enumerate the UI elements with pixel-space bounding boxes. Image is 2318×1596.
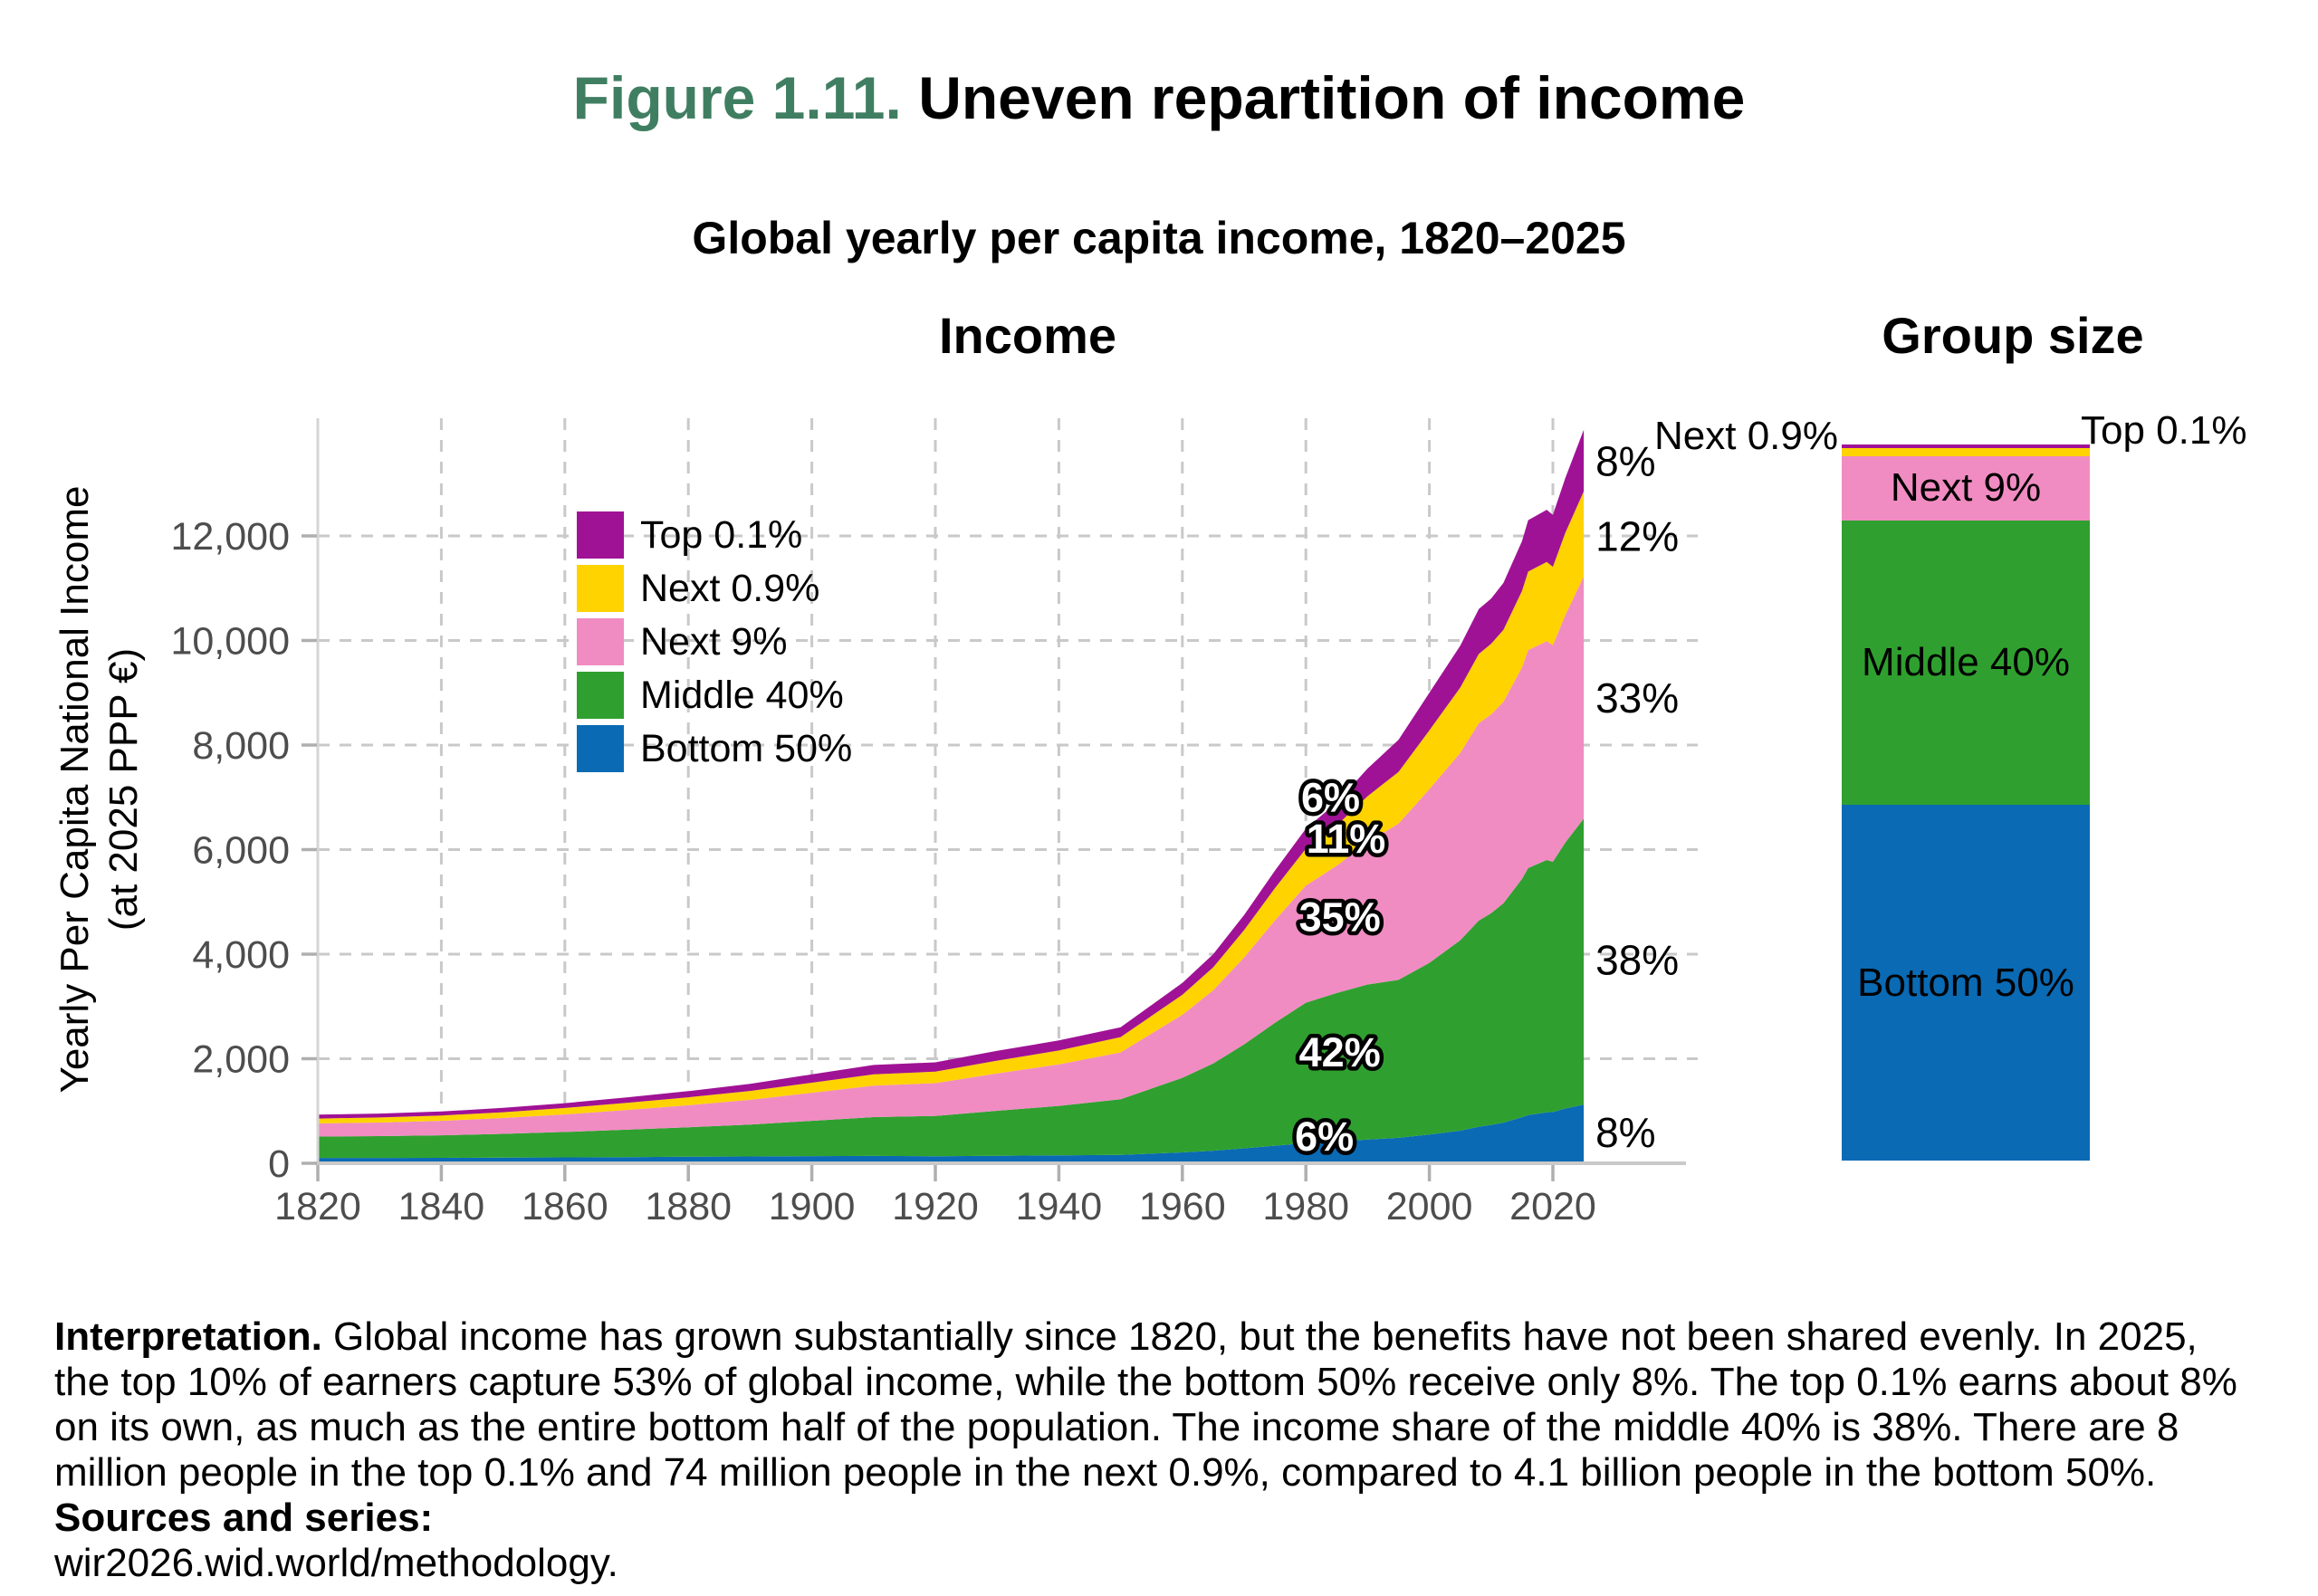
- legend-item-next9: Next 9%: [577, 618, 852, 665]
- share-annotation: 35%: [1299, 894, 1381, 940]
- bar-callout-top-0-1: Top 0.1%: [2081, 408, 2247, 453]
- legend-label: Top 0.1%: [640, 513, 803, 557]
- source-url: wir2026.wid.world/methodology.: [54, 1541, 618, 1585]
- legend-item-next09: Next 0.9%: [577, 565, 852, 612]
- income-panel-title: Income: [938, 307, 1117, 364]
- y-tick-label: 8,000: [192, 724, 290, 768]
- interpretation: Interpretation. Global income has grown …: [54, 1314, 2264, 1586]
- right-edge-share-label: 12%: [1595, 513, 1679, 560]
- x-tick-label: 1840: [398, 1185, 485, 1228]
- y-axis-line: [316, 418, 320, 1163]
- share-annotation: 42%: [1299, 1029, 1381, 1075]
- interpretation-body: Global income has grown substantially si…: [54, 1314, 2237, 1495]
- bar-segment-label: Middle 40%: [1862, 639, 2070, 684]
- legend-swatch-middle40: [577, 672, 624, 719]
- area-middle40: [318, 818, 1585, 1159]
- bar-segment-label: Bottom 50%: [1857, 960, 2074, 1005]
- x-axis-line: [315, 1161, 1686, 1165]
- right-edge-share-label: 8%: [1595, 1109, 1655, 1156]
- y-axis-label-line1: Yearly Per Capita National Income: [53, 485, 97, 1094]
- y-axis-label: Yearly Per Capita National Income (at 202…: [51, 409, 152, 1170]
- y-tick-label: 4,000: [192, 933, 290, 977]
- x-tick-label: 1940: [1016, 1185, 1103, 1228]
- right-edge-share-label: 8%: [1595, 437, 1655, 484]
- x-tick-label: 1900: [769, 1185, 856, 1228]
- legend-swatch-top01: [577, 511, 624, 559]
- legend-label: Middle 40%: [640, 674, 844, 717]
- bar-callout-next-0-9: Next 0.9%: [1654, 414, 1838, 458]
- bar-segment-top01: [1842, 444, 2090, 448]
- group-size-bar: Next 9% Middle 40% Bottom 50%: [1842, 444, 2090, 1161]
- x-tick-label: 1920: [892, 1185, 979, 1228]
- figure-subtitle: Global yearly per capita income, 1820–20…: [692, 212, 1626, 263]
- legend-item-top01: Top 0.1%: [577, 511, 852, 559]
- legend-label: Next 9%: [640, 620, 788, 664]
- figure-title: Figure 1.11. Uneven repartition of incom…: [0, 63, 2318, 132]
- bar-segment-next09: [1842, 448, 2090, 456]
- legend-label: Next 0.9%: [640, 567, 820, 610]
- area-next9: [318, 576, 1585, 1137]
- y-tick-label: 10,000: [170, 619, 290, 663]
- legend-label: Bottom 50%: [640, 727, 853, 770]
- y-tick-label: 2,000: [192, 1037, 290, 1081]
- x-tick-label: 1880: [645, 1185, 732, 1228]
- right-edge-share-label: 33%: [1595, 674, 1679, 722]
- x-tick-label: 1860: [522, 1185, 608, 1228]
- x-tick-label: 1980: [1262, 1185, 1349, 1228]
- bar-segment-middle40: Middle 40%: [1842, 520, 2090, 806]
- x-tick-label: 1960: [1139, 1185, 1226, 1228]
- x-tick-label: 2000: [1386, 1185, 1473, 1228]
- y-tick-label: 6,000: [192, 828, 290, 872]
- right-edge-share-label: 38%: [1595, 936, 1679, 983]
- bar-segment-bottom50: Bottom 50%: [1842, 805, 2090, 1161]
- y-tick-label: 12,000: [170, 515, 290, 559]
- figure-number: Figure 1.11.: [572, 64, 902, 132]
- bar-segment-label: Next 9%: [1890, 465, 2042, 511]
- legend: Top 0.1% Next 0.9% Next 9% Middle 40% Bottom…: [577, 511, 852, 779]
- share-annotation: 11%: [1307, 816, 1386, 862]
- y-axis-label-line2: (at 2025 PPP €): [101, 647, 146, 932]
- x-tick-label: 2020: [1509, 1185, 1596, 1228]
- x-tick-label: 1820: [274, 1185, 361, 1228]
- share-annotation: 6%: [1301, 775, 1360, 821]
- figure-title-text: Uneven repartition of income: [918, 64, 1746, 132]
- share-annotation: 6%: [1295, 1113, 1354, 1160]
- legend-swatch-next9: [577, 618, 624, 665]
- y-tick-label: 0: [268, 1142, 290, 1186]
- interpretation-label: Interpretation.: [54, 1314, 322, 1359]
- sources-label: Sources and series:: [54, 1496, 434, 1540]
- legend-item-middle40: Middle 40%: [577, 672, 852, 719]
- legend-swatch-bottom50: [577, 725, 624, 772]
- legend-item-bottom50: Bottom 50%: [577, 725, 852, 772]
- area-bottom50: [318, 1104, 1585, 1163]
- groupsize-panel-title: Group size: [1882, 307, 2144, 364]
- bar-segment-next9: Next 9%: [1842, 456, 2090, 521]
- legend-swatch-next09: [577, 565, 624, 612]
